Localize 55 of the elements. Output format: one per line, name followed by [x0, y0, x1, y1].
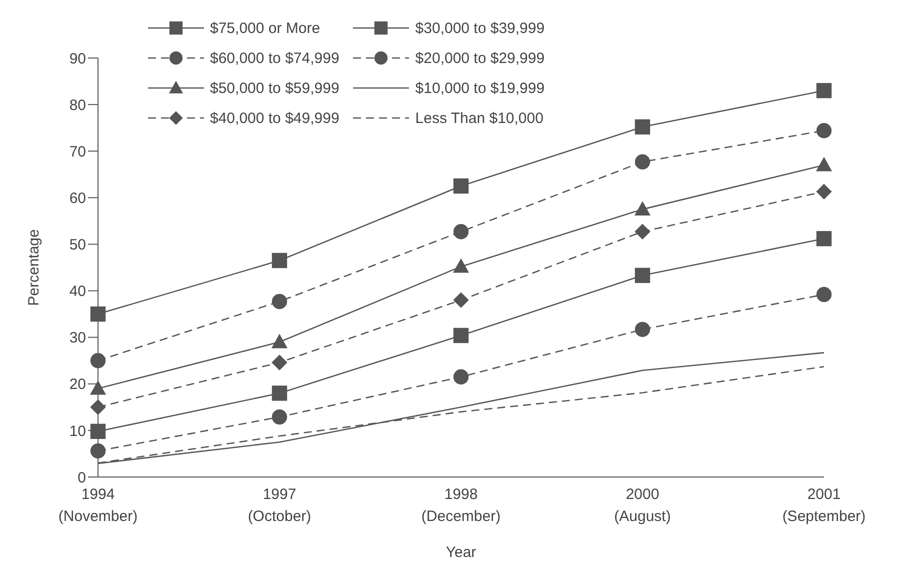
point: [272, 386, 288, 401]
y-tick-label: 60: [69, 190, 86, 207]
y-tick-label: 20: [69, 376, 86, 394]
point: [453, 292, 469, 308]
point: [816, 286, 832, 302]
point: [90, 353, 106, 368]
x-axis-title: Year: [446, 544, 476, 561]
point: [90, 306, 106, 322]
point: [453, 258, 469, 273]
point: [90, 443, 106, 459]
point: [90, 380, 106, 395]
y-axis-title: Percentage: [25, 229, 42, 306]
point: [90, 400, 106, 415]
point: [453, 224, 469, 240]
point: [816, 157, 832, 172]
y-tick-label: 80: [69, 96, 86, 114]
point: [90, 424, 106, 439]
point: [634, 224, 650, 240]
point: [634, 268, 650, 284]
point: [272, 294, 288, 310]
y-tick-label: 10: [69, 422, 86, 440]
x-tick-label: 1994 (November): [58, 486, 138, 525]
point: [453, 178, 469, 194]
point: [634, 322, 650, 338]
point: [634, 202, 650, 216]
point: [272, 354, 288, 370]
legend-label: $10,000 to $19,999: [415, 80, 545, 96]
legend-label: $20,000 to $29,999: [415, 50, 545, 66]
y-tick-label: 90: [69, 50, 86, 68]
legend-label: $50,000 to $59,999: [210, 80, 340, 96]
point: [816, 184, 832, 200]
y-tick-label: 0: [78, 469, 86, 486]
point: [816, 123, 832, 138]
legend-label: $30,000 to $39,999: [415, 20, 545, 36]
point: [634, 119, 650, 134]
point: [272, 334, 288, 348]
legend-label: $75,000 or More: [210, 20, 320, 36]
x-tick-label: 2000 (August): [614, 486, 671, 525]
point: [453, 369, 469, 385]
point: [272, 252, 288, 268]
y-tick-label: 50: [69, 236, 86, 254]
y-tick-label: 30: [69, 330, 86, 347]
y-tick-label: 40: [69, 283, 86, 300]
point: [816, 82, 832, 98]
x-tick-label: 1998 (December): [421, 486, 501, 525]
point: [634, 154, 650, 170]
legend-label: $60,000 to $74,999: [210, 50, 340, 66]
legend-label: $40,000 to $49,999: [210, 110, 340, 126]
point: [816, 231, 832, 246]
y-tick-label: 70: [69, 143, 86, 160]
point: [272, 409, 288, 425]
legend-label: Less Than $10,000: [415, 110, 544, 126]
point: [453, 328, 469, 344]
x-tick-label: 1997 (October): [248, 486, 312, 525]
x-tick-label: 2001 (September): [782, 486, 866, 525]
